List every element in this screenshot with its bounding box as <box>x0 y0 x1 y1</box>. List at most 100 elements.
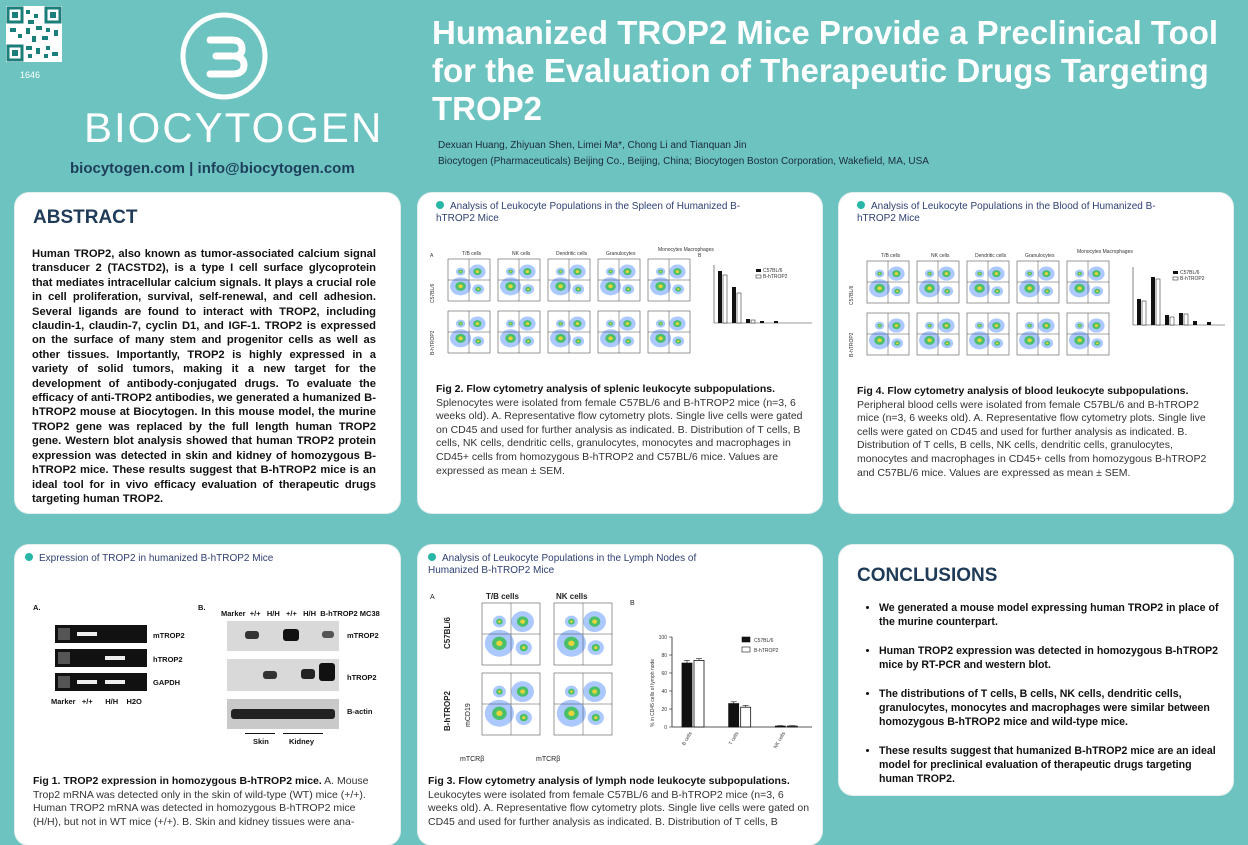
blood-card: Analysis of Leukocyte Populations in the… <box>839 193 1233 513</box>
y-axis-label: % in CD45 cells of lymph node <box>650 659 656 727</box>
conclusion-item: We generated a mouse model expressing hu… <box>879 601 1223 629</box>
flow-plot <box>497 310 541 354</box>
svg-text:NK cells: NK cells <box>556 592 588 601</box>
lymph-bar-chart: 0 20 40 60 80 100 % in CD45 cells of lymph nod… <box>650 635 812 750</box>
bar <box>786 725 798 728</box>
bar <box>681 662 693 728</box>
svg-text:mTCRβ: mTCRβ <box>536 756 560 763</box>
legend-label: C57BL/6 <box>754 638 774 644</box>
fig1-caption: Fig 1. TROP2 expression in homozygous B-… <box>33 775 369 828</box>
tissue-underline <box>283 733 323 734</box>
conclusions-card: CONCLUSIONS We generated a mouse model e… <box>839 545 1233 795</box>
conclusion-item: Human TROP2 expression was detected in h… <box>879 644 1223 672</box>
tissue-label-kidney: Kidney <box>289 737 315 746</box>
conclusion-item: These results suggest that humanized B-h… <box>879 744 1223 786</box>
svg-text:B: B <box>698 253 702 259</box>
svg-text:A: A <box>430 594 435 601</box>
lymph-card: Analysis of Leukocyte Populations in the… <box>418 545 822 845</box>
spleen-card: Analysis of Leukocyte Populations in the… <box>418 193 822 513</box>
flow-plot <box>1016 260 1060 304</box>
flow-plot <box>447 258 491 302</box>
bar <box>740 706 752 728</box>
flow-plot <box>481 602 541 666</box>
svg-text:B-hTROP2: B-hTROP2 <box>443 690 452 731</box>
panel-a-label: A. <box>33 603 41 612</box>
expression-card: Expression of TROP2 in humanized B-hTROP… <box>15 545 400 845</box>
authors: Dexuan Huang, Zhiyuan Shen, Limei Ma*, C… <box>438 140 747 151</box>
lymph-figure: A B T/B cells NK cells C57BL/6 B-hTROP2 … <box>424 589 820 767</box>
wb-band-bactin: B-actin <box>347 707 373 716</box>
flow-plot <box>497 258 541 302</box>
company-logo-icon <box>180 12 268 100</box>
flow-plot <box>597 258 641 302</box>
flow-plot <box>597 310 641 354</box>
flow-plot <box>647 310 691 354</box>
svg-text:B-hTROP2: B-hTROP2 <box>1180 276 1205 282</box>
tissue-underline <box>245 733 275 734</box>
svg-text:C57BL/6: C57BL/6 <box>763 268 783 274</box>
svg-text:C57BL/6: C57BL/6 <box>430 283 436 303</box>
conclusions-heading: CONCLUSIONS <box>857 565 998 586</box>
legend-swatch <box>741 646 751 653</box>
y-tick-label: 60 <box>661 671 667 677</box>
poster-title: Humanized TROP2 Mice Provide a Preclinic… <box>432 14 1219 127</box>
svg-text:Granulocytes: Granulocytes <box>1025 253 1055 259</box>
svg-text:B-hTROP2: B-hTROP2 <box>430 330 436 355</box>
affiliation: Biocytogen (Pharmaceuticals) Beijing Co.… <box>438 156 929 167</box>
bullet-dot-icon <box>25 553 33 561</box>
svg-text:Dendritic cells: Dendritic cells <box>975 253 1007 259</box>
svg-text:Dendritic cells: Dendritic cells <box>556 251 588 257</box>
pcr-lane-labels: Marker +/+ H/H H2O <box>51 697 142 706</box>
fig3-caption: Fig 3. Flow cytometry analysis of lymph … <box>428 775 810 828</box>
flow-plot <box>1066 260 1110 304</box>
tissue-label-skin: Skin <box>253 737 269 746</box>
panel-b-label: B. <box>198 603 206 612</box>
fig2-caption: Fig 2. Flow cytometry analysis of spleni… <box>436 383 803 477</box>
svg-text:C57BL/6: C57BL/6 <box>443 616 452 649</box>
wb-band-mtrop2: mTROP2 <box>347 631 379 640</box>
y-tick-label: 20 <box>661 707 667 713</box>
spleen-plot-headers: T/B cells NK cells Dendritic cells Granu… <box>462 247 714 257</box>
wb-band-htrop2: hTROP2 <box>347 673 377 682</box>
abstract-card: ABSTRACT Human TROP2, also known as tumo… <box>15 193 400 513</box>
blood-figure: T/B cells NK cells Dendritic cells Granu… <box>845 247 1229 377</box>
svg-text:mCD19: mCD19 <box>465 703 472 727</box>
contact-links[interactable]: biocytogen.com | info@biocytogen.com <box>70 160 355 177</box>
pcr-band-htrop2: hTROP2 <box>153 655 183 664</box>
y-tick-label: 100 <box>659 635 668 641</box>
svg-text:Monocytes Macrophages: Monocytes Macrophages <box>1077 249 1133 255</box>
blood-bar-chart: C57BL/6 B-hTROP2 <box>1132 267 1225 326</box>
poster-number: 1646 <box>20 70 41 80</box>
flow-plot <box>547 258 591 302</box>
svg-text:C57BL/6: C57BL/6 <box>849 285 855 305</box>
company-logo-text: BIOCYTOGEN <box>84 104 384 151</box>
flow-plot <box>481 672 541 736</box>
svg-text:C57BL/6: C57BL/6 <box>1180 270 1200 276</box>
bullet-dot-icon <box>857 201 865 209</box>
expression-heading: Expression of TROP2 in humanized B-hTROP… <box>25 553 273 565</box>
flow-plot <box>547 310 591 354</box>
svg-text:T/B cells: T/B cells <box>462 251 482 257</box>
flow-plot <box>647 258 691 302</box>
x-tick-label: B cells <box>681 731 694 747</box>
svg-text:Granulocytes: Granulocytes <box>606 251 636 257</box>
pcr-band-gapdh: GAPDH <box>153 678 181 687</box>
svg-text:T/B cells: T/B cells <box>486 592 519 601</box>
flow-plot <box>966 260 1010 304</box>
lymph-heading: Analysis of Leukocyte Populations in the… <box>428 553 697 576</box>
spleen-heading: Analysis of Leukocyte Populations in the… <box>436 201 741 224</box>
flow-plot <box>866 260 910 304</box>
svg-text:B-hTROP2: B-hTROP2 <box>763 274 788 280</box>
flow-plot <box>1016 312 1060 356</box>
svg-text:Monocytes Macrophages: Monocytes Macrophages <box>658 247 714 253</box>
blood-plot-headers: T/B cells NK cells Dendritic cells Granu… <box>881 249 1133 259</box>
bar <box>693 660 705 728</box>
bar <box>728 703 740 728</box>
bar <box>774 725 786 728</box>
qr-code <box>6 6 62 62</box>
bullet-dot-icon <box>436 201 444 209</box>
svg-text:NK cells: NK cells <box>931 253 950 259</box>
x-tick-label: T cells <box>728 731 741 747</box>
abstract-heading: ABSTRACT <box>33 207 138 228</box>
legend-swatch <box>741 636 751 643</box>
